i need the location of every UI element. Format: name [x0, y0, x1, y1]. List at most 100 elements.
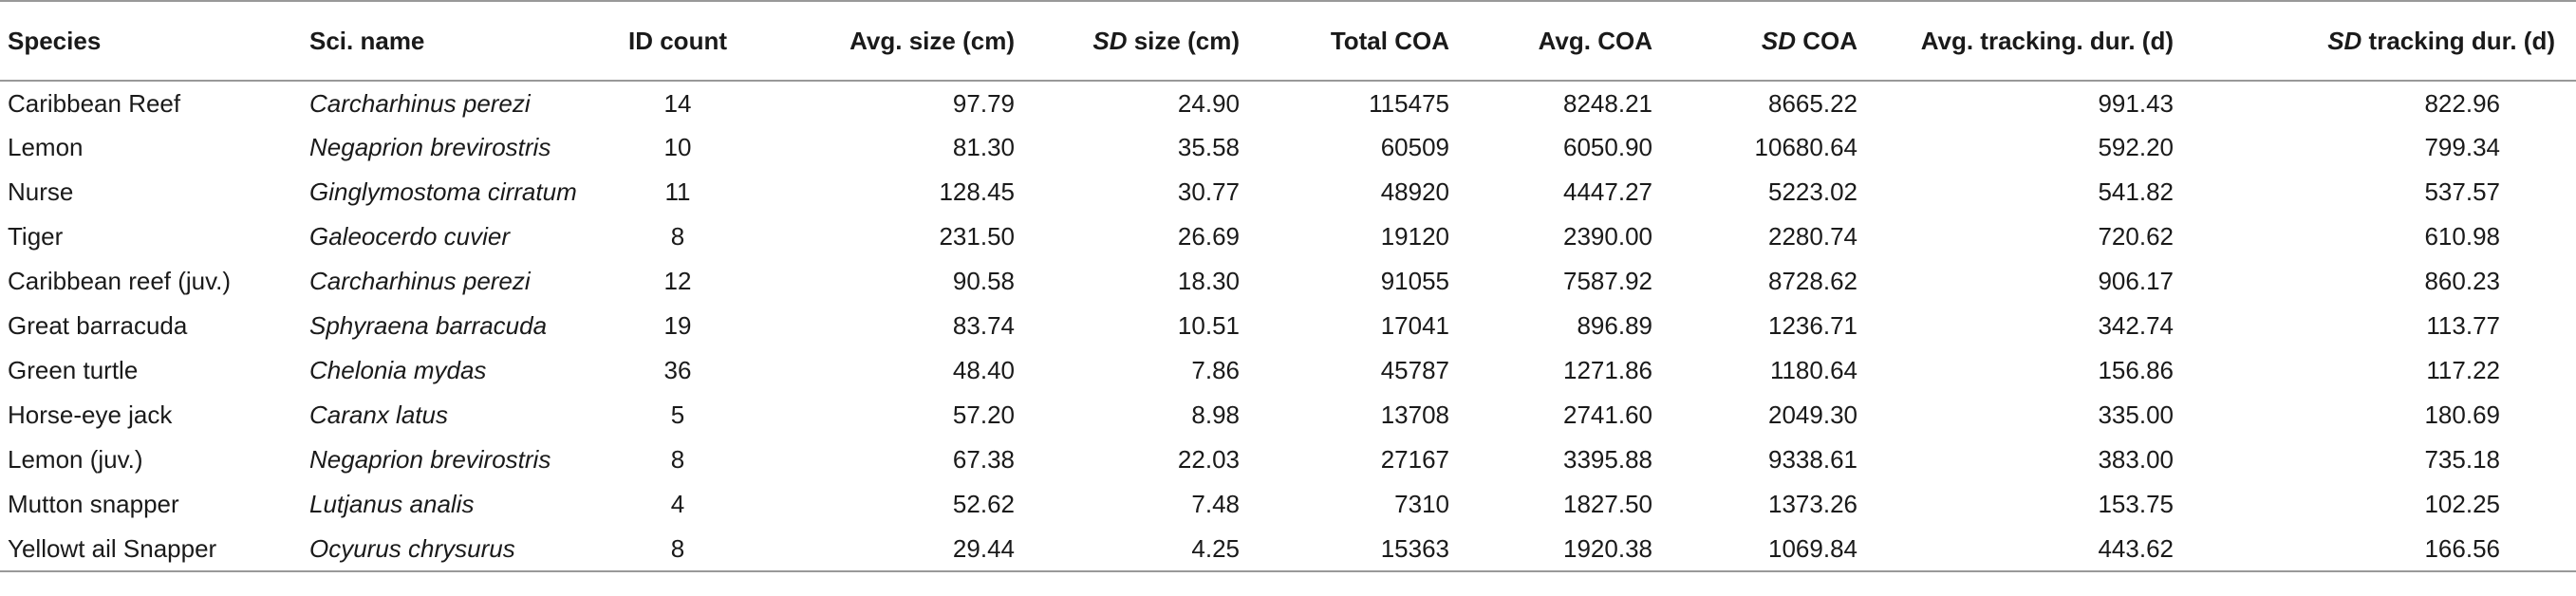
cell-sd-size: 4.25: [1026, 527, 1249, 572]
cell-avg-size: 128.45: [939, 177, 1015, 206]
cell-sd-tracking: 610.98: [2424, 222, 2500, 251]
header-avg-size: Avg. size (cm): [757, 0, 1026, 82]
cell-sd-coa: 2280.74: [1768, 222, 1857, 251]
cell-total-coa: 15363: [1249, 527, 1463, 572]
header-sd-tracking: SD tracking dur. (d): [2257, 0, 2576, 82]
cell-avg-tracking: 156.86: [2098, 356, 2174, 384]
header-avg-coa: Avg. COA: [1463, 0, 1664, 82]
cell-sd-coa: 10680.64: [1754, 133, 1857, 161]
cell-sci-name: Galeocerdo cuvier: [309, 222, 510, 251]
cell-avg-coa: 1827.50: [1563, 490, 1652, 518]
cell-sd-size: 24.90: [1177, 88, 1240, 118]
cell-sd-coa: 1180.64: [1769, 356, 1857, 384]
cell-id-count: 14: [663, 88, 692, 118]
cell-sd-size: 7.48: [1191, 490, 1240, 518]
cell-sd-tracking: 537.57: [2424, 177, 2500, 206]
cell-total-coa: 27167: [1380, 445, 1449, 474]
cell-avg-tracking: 720.62: [2098, 222, 2174, 251]
cell-avg-size: 48.40: [952, 356, 1015, 384]
cell-avg-size: 67.38: [952, 445, 1015, 474]
cell-sd-size: 35.58: [1177, 133, 1240, 161]
cell-total-coa: 19120: [1380, 222, 1449, 251]
table-row: Yellowt ail Snapper Ocyurus chrysurus 8 29.…: [0, 527, 2576, 572]
cell-avg-size: 52.62: [952, 490, 1015, 518]
cell-id-count: 8: [670, 445, 685, 474]
cell-sci-name: Carcharhinus perezi: [309, 88, 531, 118]
cell-total-coa: 115475: [1369, 88, 1449, 118]
cell-id-count: 8: [670, 222, 685, 251]
cell-sd-tracking: 113.77: [2426, 311, 2500, 340]
cell-sci-name: Ocyurus chrysurus: [302, 527, 598, 572]
cell-total-coa: 13708: [1380, 400, 1449, 429]
cell-total-coa: 48920: [1380, 177, 1449, 206]
cell-sd-size: 22.03: [1177, 445, 1240, 474]
table-row: Great barracuda Sphyraena barracuda 19 83.7…: [0, 304, 2576, 348]
cell-sd-coa: 8728.62: [1768, 267, 1857, 295]
cell-species: Great barracuda: [8, 311, 188, 340]
header-species: Species: [0, 0, 302, 82]
cell-sd-coa: 1373.26: [1768, 490, 1857, 518]
cell-avg-coa: 1920.38: [1463, 527, 1664, 572]
cell-avg-coa: 6050.90: [1563, 133, 1652, 161]
cell-avg-coa: 3395.88: [1563, 445, 1652, 474]
cell-sci-name: Ginglymostoma cirratum: [309, 177, 577, 206]
cell-sci-name: Negaprion brevirostris: [309, 133, 551, 161]
table-row: Mutton snapper Lutjanus analis 4 52.62 7.48 7…: [0, 482, 2576, 527]
header-sd-size-rest: size (cm): [1127, 26, 1240, 55]
cell-avg-size: 83.74: [952, 311, 1015, 340]
cell-sd-tracking: 166.56: [2257, 527, 2576, 572]
table-row: Nurse Ginglymostoma cirratum 11 128.45 30.77…: [0, 170, 2576, 214]
cell-sd-size: 26.69: [1177, 222, 1240, 251]
header-sd-coa-prefix: SD: [1761, 26, 1796, 55]
cell-sd-tracking: 180.69: [2424, 400, 2500, 429]
cell-avg-size: 29.44: [757, 527, 1026, 572]
cell-avg-coa: 896.89: [1577, 311, 1652, 340]
cell-sd-size: 18.30: [1177, 267, 1240, 295]
table-body: Caribbean Reef Carcharhinus perezi 14 97.79…: [0, 81, 2576, 572]
cell-avg-tracking: 335.00: [2098, 400, 2174, 429]
header-sd-coa: SD COA: [1664, 0, 1865, 82]
header-sd-tracking-prefix: SD: [2327, 26, 2362, 55]
table-row: Lemon Negaprion brevirostris 10 81.30 35.58 6…: [0, 125, 2576, 170]
table-row: Caribbean reef (juv.) Carcharhinus perezi…: [0, 259, 2576, 304]
table-header-row: Species Sci. name ID count Avg. size (cm…: [0, 0, 2576, 82]
cell-sd-tracking: 799.34: [2424, 133, 2500, 161]
header-sd-size-prefix: SD: [1092, 26, 1128, 55]
cell-species: Lemon: [8, 133, 84, 161]
table-row: Green turtle Chelonia mydas 36 48.40 7.86 457…: [0, 348, 2576, 393]
header-sci-name: Sci. name: [302, 0, 598, 82]
header-sd-size: SD size (cm): [1026, 0, 1249, 82]
header-total-coa: Total COA: [1249, 0, 1463, 82]
header-id-count: ID count: [598, 0, 757, 82]
cell-avg-size: 90.58: [952, 267, 1015, 295]
cell-sd-size: 8.98: [1191, 400, 1240, 429]
cell-sd-size: 30.77: [1177, 177, 1240, 206]
cell-species: Mutton snapper: [8, 490, 179, 518]
cell-id-count: 11: [664, 177, 691, 206]
cell-total-coa: 45787: [1380, 356, 1449, 384]
cell-total-coa: 60509: [1380, 133, 1449, 161]
cell-species: Tiger: [8, 222, 64, 251]
cell-sd-coa: 8665.22: [1768, 88, 1857, 118]
cell-sci-name: Lutjanus analis: [309, 490, 475, 518]
table-row: Tiger Galeocerdo cuvier 8 231.50 26.69 19120 2…: [0, 214, 2576, 259]
cell-avg-size: 81.30: [952, 133, 1015, 161]
cell-total-coa: 7310: [1394, 490, 1449, 518]
cell-avg-coa: 8248.21: [1563, 88, 1652, 118]
cell-sci-name: Carcharhinus perezi: [309, 267, 531, 295]
table-row: Caribbean Reef Carcharhinus perezi 14 97.79…: [0, 81, 2576, 125]
cell-species: Yellowt ail Snapper: [0, 527, 302, 572]
cell-avg-coa: 1271.86: [1563, 356, 1652, 384]
cell-avg-tracking: 153.75: [2098, 490, 2174, 518]
cell-id-count: 10: [663, 133, 692, 161]
cell-avg-tracking: 443.62: [1865, 527, 2257, 572]
cell-avg-size: 57.20: [952, 400, 1015, 429]
header-sd-coa-rest: COA: [1796, 26, 1857, 55]
cell-species: Horse-eye jack: [8, 400, 173, 429]
cell-avg-size: 231.50: [939, 222, 1015, 251]
cell-avg-tracking: 906.17: [2098, 267, 2174, 295]
header-avg-tracking: Avg. tracking. dur. (d): [1865, 0, 2257, 82]
cell-total-coa: 17041: [1380, 311, 1449, 340]
cell-species: Nurse: [8, 177, 74, 206]
